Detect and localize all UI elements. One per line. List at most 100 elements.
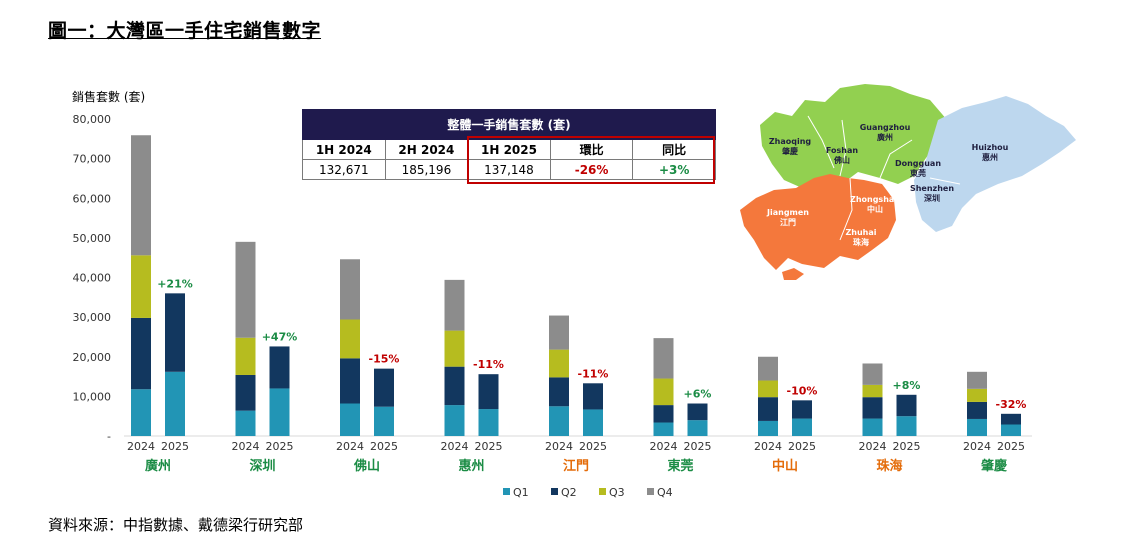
bar-東莞-2024-Q1 xyxy=(653,422,674,436)
yoy-change-label: -10% xyxy=(787,384,818,397)
x-tick-label: 2025 xyxy=(370,440,398,453)
legend-label-Q1: Q1 xyxy=(513,486,529,499)
y-tick-label: 50,000 xyxy=(73,232,112,245)
x-tick-label: 2025 xyxy=(997,440,1025,453)
bar-佛山-2024-Q1 xyxy=(340,403,360,436)
map-label-zh: 佛山 xyxy=(833,155,850,165)
bar-深圳-2025-Q1 xyxy=(269,388,290,436)
bar-東莞-2024-Q4 xyxy=(653,338,674,379)
yoy-change-label: +6% xyxy=(684,388,712,401)
city-label: 廣州 xyxy=(145,458,171,474)
x-tick-label: 2025 xyxy=(579,440,607,453)
x-tick-label: 2024 xyxy=(859,440,887,453)
y-tick-label: - xyxy=(107,430,111,443)
summary-value-qoq: -26% xyxy=(549,159,634,180)
x-tick-label: 2025 xyxy=(788,440,816,453)
x-tick-label: 2024 xyxy=(963,440,991,453)
bar-中山-2024-Q3 xyxy=(758,380,778,398)
y-tick-label: 40,000 xyxy=(73,272,112,285)
bar-東莞-2025-Q1 xyxy=(687,420,708,436)
stacked-bar-chart: 銷售套數 (套) - 10,000 20,000 30,000 40,000 50,000… xyxy=(72,89,1032,499)
yoy-change-label: -15% xyxy=(369,353,400,366)
map-label-en: Foshan xyxy=(826,146,858,155)
summary-header-yoy: 同比 xyxy=(632,139,716,160)
bar-江門-2025-Q2 xyxy=(583,383,603,410)
bar-series: 2024 2025 +21% 廣州 2024 2025 +47% 深圳 2024 2025 -15%… xyxy=(127,135,1026,474)
bar-中山-2024-Q4 xyxy=(758,356,778,381)
bar-東莞-2024-Q3 xyxy=(653,378,674,406)
bar-深圳-2024-Q3 xyxy=(235,337,256,375)
y-axis-label: 銷售套數 (套) xyxy=(72,89,145,104)
city-label: 中山 xyxy=(772,458,798,474)
bar-惠州-2024-Q1 xyxy=(444,405,465,436)
legend-swatch-Q4 xyxy=(647,488,654,495)
map-label-en: Guangzhou xyxy=(860,123,911,132)
summary-value-yoy: +3% xyxy=(632,159,716,180)
legend-swatch-Q3 xyxy=(599,488,606,495)
source-note: 資料來源：中指數據、戴德梁行研究部 xyxy=(48,516,304,534)
bar-惠州-2024-Q2 xyxy=(444,366,465,406)
y-tick-label: 60,000 xyxy=(73,192,112,205)
bar-肇慶-2024-Q2 xyxy=(967,401,987,419)
summary-header-qoq: 環比 xyxy=(549,139,634,160)
summary-value-1h2024: 132,671 xyxy=(302,159,386,180)
summary-table: 整體一手銷售套數 (套) 1H 2024 2H 2024 1H 2025 環比 … xyxy=(302,109,716,180)
bar-廣州-2025-Q2 xyxy=(165,293,185,372)
x-tick-label: 2025 xyxy=(684,440,712,453)
bar-佛山-2024-Q3 xyxy=(340,319,360,359)
summary-header-2h2024: 2H 2024 xyxy=(384,139,469,160)
map-region-blue xyxy=(914,96,1076,232)
map-label-en: Jiangmen xyxy=(766,208,809,217)
y-tick-label: 10,000 xyxy=(73,390,112,403)
bar-惠州-2025-Q1 xyxy=(478,409,499,436)
bar-江門-2024-Q3 xyxy=(549,349,569,378)
legend-swatch-Q2 xyxy=(551,488,558,495)
city-label: 佛山 xyxy=(353,458,380,474)
bar-肇慶-2024-Q1 xyxy=(967,418,987,436)
summary-header-1h2025: 1H 2025 xyxy=(467,139,551,160)
bar-江門-2024-Q1 xyxy=(549,406,569,436)
city-label: 東莞 xyxy=(667,458,693,474)
bar-佛山-2024-Q4 xyxy=(340,259,360,320)
figure-title: 圖一：大灣區一手住宅銷售數字 xyxy=(48,20,322,42)
bar-深圳-2024-Q2 xyxy=(235,374,256,411)
bar-珠海-2025-Q1 xyxy=(896,416,917,436)
map-label-en: Dongguan xyxy=(895,159,941,168)
y-tick-label: 20,000 xyxy=(73,351,112,364)
y-tick-label: 80,000 xyxy=(73,113,112,126)
city-label: 深圳 xyxy=(249,458,275,474)
bar-肇慶-2024-Q4 xyxy=(967,371,987,389)
map-label-en: Zhuhai xyxy=(845,228,876,237)
x-tick-label: 2024 xyxy=(754,440,782,453)
bar-東莞-2025-Q2 xyxy=(687,403,708,421)
x-tick-label: 2025 xyxy=(266,440,294,453)
map-label-zh: 廣州 xyxy=(877,132,893,142)
bar-佛山-2025-Q2 xyxy=(374,368,394,407)
y-tick-label: 70,000 xyxy=(73,153,112,166)
map-label-zh: 惠州 xyxy=(982,152,998,162)
x-tick-label: 2024 xyxy=(545,440,573,453)
x-tick-label: 2024 xyxy=(336,440,364,453)
map-label-en: Zhaoqing xyxy=(769,137,812,146)
x-tick-label: 2024 xyxy=(650,440,678,453)
y-axis-ticks: - 10,000 20,000 30,000 40,000 50,000 60,000 70,… xyxy=(73,113,112,443)
bar-深圳-2024-Q1 xyxy=(235,410,256,436)
city-label: 肇慶 xyxy=(980,458,1008,474)
yoy-change-label: +47% xyxy=(262,330,298,343)
x-tick-label: 2025 xyxy=(161,440,189,453)
x-tick-label: 2025 xyxy=(893,440,921,453)
x-tick-label: 2024 xyxy=(127,440,155,453)
bar-珠海-2025-Q2 xyxy=(896,394,917,417)
bar-肇慶-2025-Q2 xyxy=(1001,413,1021,425)
bar-廣州-2024-Q4 xyxy=(131,135,151,256)
bar-東莞-2024-Q2 xyxy=(653,405,674,423)
map-label-en: Huizhou xyxy=(972,143,1009,152)
bar-中山-2025-Q1 xyxy=(792,418,812,436)
x-tick-label: 2024 xyxy=(441,440,469,453)
bar-中山-2024-Q1 xyxy=(758,420,778,436)
bar-江門-2025-Q1 xyxy=(583,409,603,436)
bar-珠海-2024-Q3 xyxy=(862,384,883,398)
x-tick-label: 2024 xyxy=(232,440,260,453)
